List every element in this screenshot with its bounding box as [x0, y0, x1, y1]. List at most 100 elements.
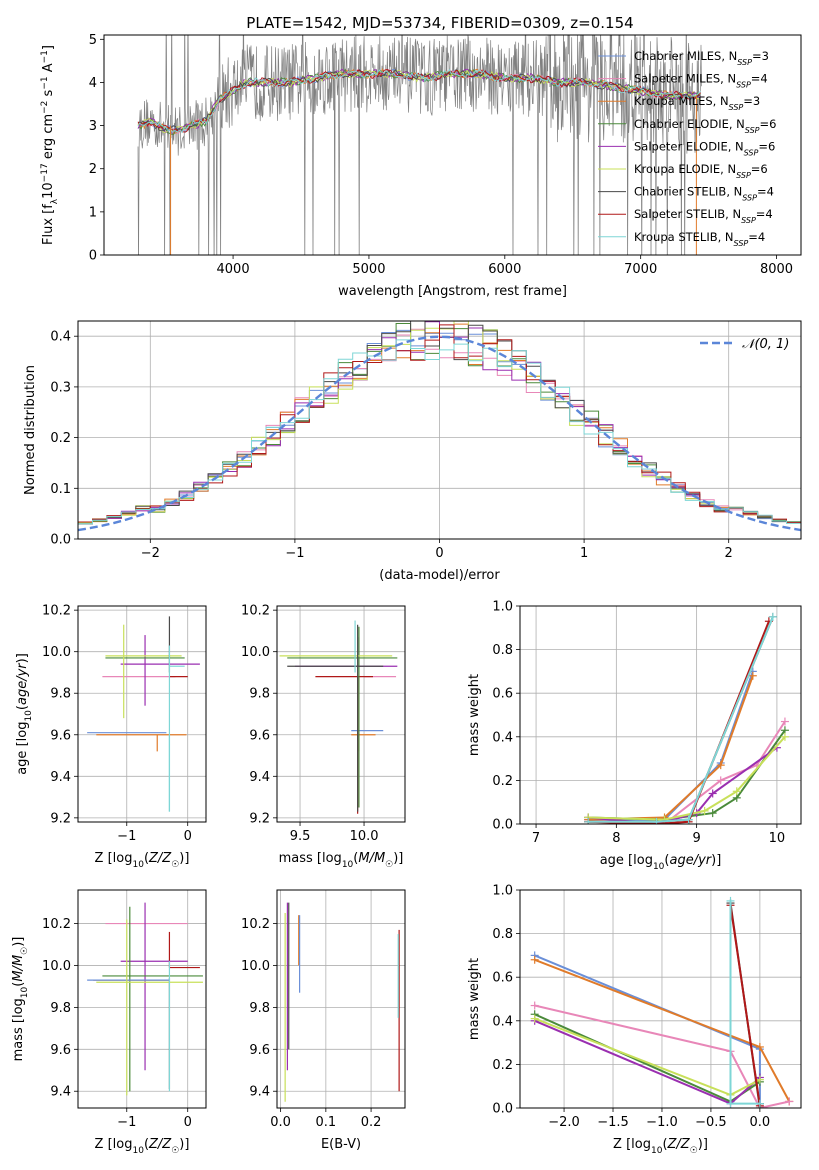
age-vs-Z-xlabel-part: Z [log — [95, 851, 133, 866]
spectrum-ylabel-part: erg cm — [41, 114, 56, 163]
model-line-salpeter-elodie — [137, 68, 701, 135]
spectrum-axes: 4000 5000 6000 7000 8000 0 1 2 3 4 5 — [89, 33, 793, 277]
legend-entry-count: =6 — [758, 139, 775, 153]
y-tick-label: 9.8 — [249, 1001, 270, 1016]
residuals-legend-label: 𝒩(0, 1) — [742, 337, 789, 352]
legend-entry-subscript: SSP — [736, 80, 751, 89]
weight-line-chabrier-elodie — [534, 1013, 761, 1103]
x-tick-label: −1.0 — [646, 1115, 678, 1130]
mass-vs-EBV-xlabel-part: E(B-V) — [321, 1137, 361, 1152]
y-tick-label: 5 — [89, 33, 97, 48]
spectrum-xlabel: wavelength [Angstrom, rest frame] — [338, 284, 567, 299]
mass-vs-Z-frame — [77, 889, 207, 1109]
observed-spectrum-line — [137, 35, 702, 255]
age-vs-mass-xlabel-part: 10 — [342, 860, 354, 870]
legend-entry-count: =4 — [756, 207, 773, 221]
age-vs-mass-xlabel-part: M/M — [358, 851, 385, 866]
mass-vs-Z-xlabel-part: Z/Z — [148, 1137, 172, 1152]
legend-entry-count: =4 — [757, 185, 774, 199]
age-vs-Z-xlabel: Z [log10(Z/Z☉)] — [95, 851, 190, 870]
spectrum-ylabel-part: λ — [50, 198, 60, 204]
y-tick-label: 9.8 — [50, 1001, 71, 1016]
weight-line-kroupa-miles — [588, 675, 754, 821]
x-tick-label: −2.0 — [548, 1115, 580, 1130]
y-tick-label: 0.2 — [50, 431, 71, 446]
y-tick-label: 10.2 — [241, 604, 270, 619]
x-tick-label: −1 — [285, 546, 304, 561]
mass-weight-vs-Z-axes: −2.0 −1.5 −1.0 −0.5 0.0 0.0 0.2 0.4 0.6 0.8 1.0 — [492, 884, 801, 1130]
x-tick-label: 5000 — [352, 262, 385, 277]
y-tick-label: 0.2 — [492, 774, 513, 789]
y-tick-label: 0.0 — [492, 818, 513, 833]
spectrum-ylabel-part: Flux [f — [41, 204, 56, 245]
mass-vs-Z-ylabel-part: )] — [11, 937, 26, 947]
mass-vs-EBV-xlabel: E(B-V) — [321, 1137, 361, 1152]
y-tick-label: 3 — [89, 119, 97, 134]
residuals-frame — [77, 320, 802, 540]
y-tick-label: 10.0 — [42, 645, 71, 660]
y-tick-label: 9.4 — [50, 770, 71, 785]
mass-weight-vs-Z-frame — [519, 889, 802, 1109]
x-tick-label: −1.5 — [597, 1115, 629, 1130]
y-tick-label: 10.2 — [42, 604, 71, 619]
legend-entry-text: Chabrier ELODIE, N — [634, 117, 745, 131]
age-vs-Z-ylabel-part: age/yr — [15, 662, 30, 705]
x-tick-label: 2 — [725, 546, 733, 561]
x-tick-label: 0 — [184, 829, 192, 844]
age-vs-Z-xlabel-part: )] — [179, 851, 189, 866]
legend-entry-text: Kroupa MILES, N — [634, 94, 729, 108]
mass-weight-vs-age-xlabel-part: )] — [711, 853, 721, 868]
age-vs-Z-frame — [77, 605, 207, 823]
mass-weight-vs-age-ylabel: mass weight — [467, 674, 482, 756]
spectrum-xlabel-part: wavelength [Angstrom, rest frame] — [338, 284, 567, 299]
y-tick-label: 0.0 — [50, 533, 71, 548]
x-tick-label: 0.2 — [361, 1115, 382, 1130]
y-tick-label: 9.6 — [50, 1043, 71, 1058]
legend-entry-text: Salpeter MILES, N — [634, 72, 736, 86]
age-vs-Z-axes: −1 0 9.2 9.4 9.6 9.8 10.0 10.2 — [42, 604, 206, 844]
x-tick-label: 8000 — [760, 262, 793, 277]
x-tick-label: −2 — [141, 546, 160, 561]
legend-entry: Salpeter STELIB, NSSP=4 — [634, 207, 773, 225]
legend-entry-text: Salpeter ELODIE, N — [634, 139, 744, 153]
weight-line-salpeter-stelib — [729, 905, 761, 1106]
legend-entry-subscript: SSP — [736, 171, 751, 180]
legend-entry: Salpeter ELODIE, NSSP=6 — [634, 139, 775, 157]
age-vs-Z-xlabel-part: ( — [144, 851, 149, 866]
mass-weight-vs-Z-xlabel-part: ☉ — [690, 1146, 698, 1156]
legend-entry: Chabrier STELIB, NSSP=4 — [634, 185, 774, 203]
y-tick-label: 9.2 — [50, 811, 71, 826]
age-vs-mass-frame — [276, 605, 406, 823]
mass-vs-Z-xlabel-part: Z [log — [95, 1137, 133, 1152]
legend-entry: Kroupa MILES, NSSP=3 — [634, 94, 760, 112]
residuals-ylabel-part: Normed distribution — [23, 365, 38, 495]
y-tick-label: 0.1 — [50, 482, 71, 497]
x-tick-label: 7000 — [624, 262, 657, 277]
mass-vs-Z-ylabel-part: M/M — [11, 955, 26, 982]
y-tick-label: 0 — [89, 249, 97, 264]
mass-weight-vs-age-xlabel-part: ( — [664, 853, 669, 868]
y-tick-label: 9.4 — [249, 1085, 270, 1100]
mass-weight-vs-age-lines — [584, 612, 789, 824]
legend-entry-count: =3 — [743, 94, 760, 108]
legend-entry-text: Chabrier MILES, N — [634, 49, 737, 63]
y-tick-label: 9.2 — [249, 811, 270, 826]
y-tick-label: 0.4 — [492, 730, 513, 745]
figure-title: PLATE=1542, MJD=53734, FIBERID=0309, z=0… — [246, 14, 633, 32]
x-tick-label: −1 — [117, 829, 136, 844]
mass-weight-vs-age-xlabel-part: 10 — [653, 862, 665, 872]
age-vs-Z-ylabel-part: 10 — [24, 710, 34, 722]
y-tick-label: 10.0 — [241, 645, 270, 660]
mass-vs-Z-xlabel-part: 10 — [132, 1146, 144, 1156]
y-tick-label: 0.4 — [50, 330, 71, 345]
spectrum-frame — [103, 34, 802, 256]
weight-line-salpeter-miles — [534, 1004, 790, 1108]
age-vs-mass-xlabel-part: ( — [353, 851, 358, 866]
legend-entry: Chabrier ELODIE, NSSP=6 — [634, 117, 776, 135]
legend-entry-subscript: SSP — [742, 193, 757, 202]
y-tick-label: 9.8 — [249, 687, 270, 702]
spectrum-ylabel-part: s — [41, 89, 56, 100]
legend-entry: Kroupa ELODIE, NSSP=6 — [634, 162, 768, 180]
weight-line-chabrier-stelib — [588, 616, 774, 823]
